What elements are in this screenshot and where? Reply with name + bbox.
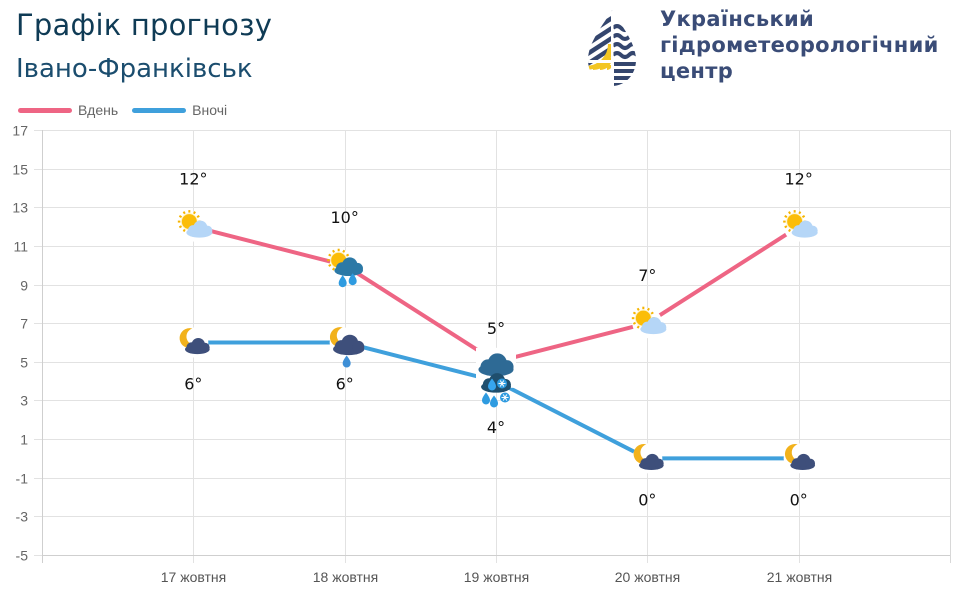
cloud-shape	[333, 334, 365, 356]
chart-legend: Вдень Вночі	[18, 100, 241, 120]
legend-label-day: Вдень	[78, 102, 119, 118]
moon-shape	[633, 444, 652, 465]
moon-cloud-icon	[633, 444, 664, 471]
y-tick-label: -5	[16, 548, 29, 564]
sun-cloud-icon	[177, 210, 213, 238]
chart-icons	[177, 210, 818, 474]
organization-name: Український гідрометеорологічний центр	[660, 6, 939, 84]
day-temp-label: 7°	[638, 266, 656, 285]
chart-axes: 17 15 13 11 9 7 5 3 1 -1 -3 -5 17 жовтня 18 жовтня 19 …	[12, 123, 951, 585]
moon-shape	[329, 327, 348, 348]
raindrop-shape	[490, 395, 498, 408]
legend-label-night: Вночі	[192, 102, 228, 118]
org-line-3: центр	[660, 59, 734, 83]
cloud-shape	[184, 337, 210, 355]
ukrhydromet-logo-icon	[588, 10, 636, 86]
day-temp-label: 10°	[330, 208, 358, 227]
org-line-2: гідрометеорологічний	[660, 33, 939, 57]
raindrop-shape	[338, 275, 347, 288]
rain-snow-cloud-icon	[478, 353, 514, 408]
day-temp-label: 12°	[179, 170, 207, 189]
x-tick-label: 18 жовтня	[313, 569, 378, 585]
chart-data-labels: 12° 10° 5° 7° 12° 6° 6° 4° 0° 0°	[179, 170, 813, 510]
org-line-1: Український	[660, 7, 815, 31]
cloud-shape	[186, 220, 213, 238]
cloud-shape	[478, 353, 514, 377]
cloud-shape	[790, 453, 816, 471]
sun-cloud-icon	[783, 210, 818, 238]
sun-cloud-icon	[631, 306, 667, 335]
cloud-shape	[791, 220, 818, 238]
sun-rain-cloud-icon	[327, 248, 363, 288]
y-tick-label: -3	[16, 509, 29, 525]
cloud-shape	[640, 317, 667, 335]
y-tick-label: 13	[12, 200, 28, 216]
moon-rain-cloud-icon	[329, 327, 365, 368]
y-tick-label: 3	[20, 393, 28, 409]
raindrop-shape	[482, 392, 490, 405]
night-temp-label: 4°	[487, 418, 505, 437]
y-tick-label: 11	[13, 239, 28, 255]
page-title: Графік прогнозу	[16, 8, 273, 42]
legend-swatch-night	[132, 107, 187, 113]
y-tick-label: 17	[12, 123, 28, 139]
raindrop-shape	[488, 378, 496, 391]
chart-grid	[34, 130, 950, 563]
city-name: Івано-Франківськ	[16, 54, 253, 84]
night-temp-label: 6°	[336, 375, 354, 394]
y-tick-label: -1	[16, 471, 29, 487]
legend-item-day[interactable]: Вдень	[18, 102, 118, 118]
night-temp-label: 6°	[184, 375, 202, 394]
moon-shape	[179, 328, 198, 349]
day-temp-label: 5°	[487, 319, 505, 338]
raindrop-shape	[348, 273, 357, 286]
y-tick-label: 9	[20, 278, 28, 294]
x-tick-label: 19 жовтня	[464, 569, 529, 585]
night-temp-label: 0°	[790, 490, 808, 509]
y-tick-label: 5	[20, 355, 28, 371]
day-temp-label: 12°	[784, 170, 812, 189]
y-tick-label: 15	[12, 162, 28, 178]
cloud-shape	[638, 453, 664, 471]
night-temp-label: 0°	[638, 490, 656, 509]
moon-cloud-icon	[179, 328, 210, 355]
snowflake-shape	[497, 378, 507, 389]
snowflake-shape	[500, 392, 510, 403]
y-tick-label: 1	[20, 432, 28, 448]
x-tick-label: 20 жовтня	[615, 569, 680, 585]
legend-item-night[interactable]: Вночі	[132, 102, 227, 118]
moon-cloud-icon	[784, 444, 816, 471]
moon-shape	[784, 444, 803, 465]
raindrop-shape	[342, 355, 351, 368]
legend-swatch-day	[18, 107, 72, 113]
y-tick-label: 7	[20, 316, 28, 332]
cloud-shape	[334, 257, 363, 277]
x-tick-label: 17 жовтня	[161, 569, 226, 585]
x-tick-label: 21 жовтня	[767, 569, 832, 585]
